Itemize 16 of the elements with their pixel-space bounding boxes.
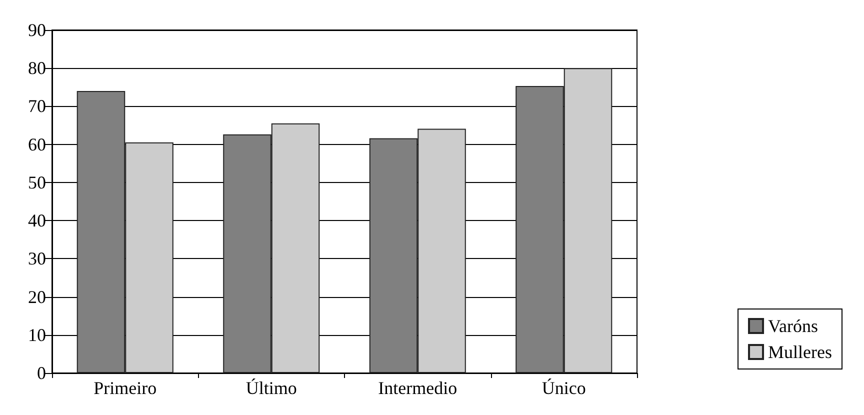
y-tick-label: 10 <box>28 324 46 345</box>
legend-label: Mulleres <box>768 342 832 362</box>
x-tick-label: Último <box>246 378 297 398</box>
y-tick-label: 60 <box>28 134 46 154</box>
y-tick-label: 50 <box>28 172 46 192</box>
y-tick-label: 70 <box>28 96 46 116</box>
y-tick-label: 20 <box>28 286 46 307</box>
x-tick-label: Único <box>542 378 586 398</box>
x-tick-label: Primeiro <box>94 378 157 398</box>
y-tick-label: 90 <box>28 20 46 40</box>
x-tick-label: Intermedio <box>378 378 458 398</box>
y-tick-label: 80 <box>28 58 46 78</box>
y-tick-label: 30 <box>28 248 46 269</box>
y-tick-label: 40 <box>28 210 46 231</box>
y-tick-label: 0 <box>37 363 46 383</box>
legend-label: Varóns <box>768 316 818 336</box>
